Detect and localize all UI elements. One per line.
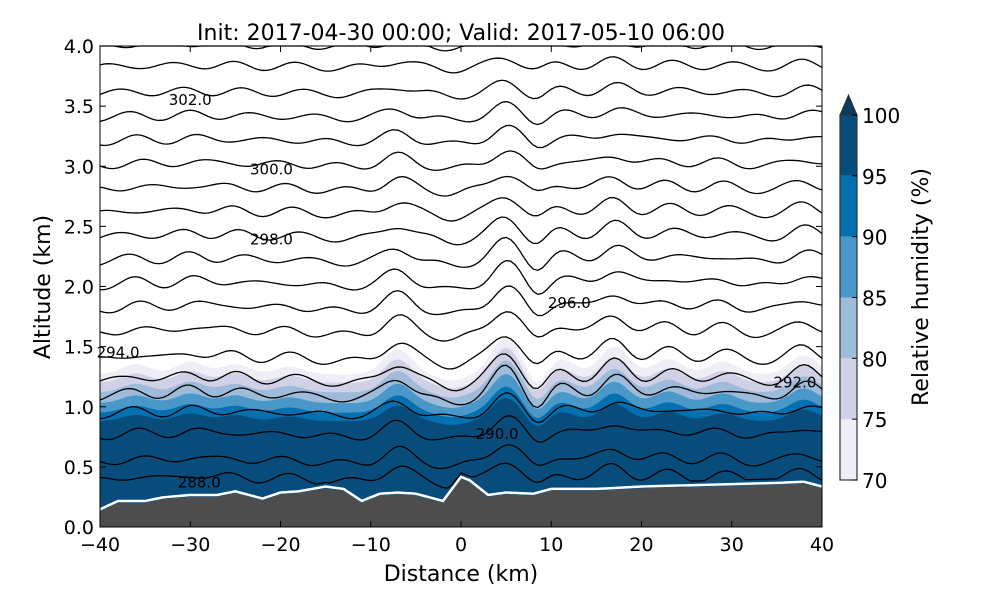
contour-label: 298.0: [250, 230, 293, 248]
colorbar-tick-label: 80: [862, 347, 887, 371]
rh-band-95-100: [100, 397, 822, 512]
colorbar-tick-label: 95: [862, 165, 887, 189]
x-tick-label: 20: [629, 534, 653, 556]
isentrope-line: [99, 56, 823, 74]
colorbar-segment-75: [840, 358, 857, 420]
isentrope-line: [99, 364, 823, 409]
colorbar-extend-arrow: [839, 93, 858, 116]
colorbar-tick-label: 70: [862, 469, 887, 493]
isentrope-line: [99, 311, 823, 342]
y-tick-label: 4.0: [64, 36, 94, 58]
y-tick-label: 2.5: [64, 216, 94, 238]
isentrope-line: [99, 79, 823, 100]
isentrope-line: [99, 392, 823, 424]
contour-label: 296.0: [548, 294, 591, 312]
isentrope-line: [99, 236, 823, 272]
x-tick-label: 30: [720, 534, 744, 556]
terrain-fill: [100, 478, 822, 527]
isentropes: [99, 45, 823, 489]
isentrope-line: [99, 462, 823, 489]
x-tick-label: 40: [810, 534, 834, 556]
x-tick-label: −30: [170, 534, 210, 556]
isentrope-line: [99, 196, 823, 222]
contour-labels: 288.0 290.0 292.0 294.0 296.0 298.0 300.0 302.0: [97, 91, 817, 491]
y-tick-label: 0.0: [64, 517, 94, 539]
isentrope-line: [99, 336, 823, 370]
colorbar-tick-label: 100: [862, 104, 900, 128]
contour-label: 288.0: [178, 473, 221, 491]
x-tick-label: 10: [539, 534, 563, 556]
x-tick-label: −20: [260, 534, 300, 556]
isentrope-line: [99, 124, 823, 149]
y-tick-label: 0.5: [64, 457, 94, 479]
isentrope-line: [99, 100, 823, 126]
isentrope-line: [99, 415, 823, 443]
colorbar-segment-80: [840, 297, 857, 359]
contour-label: 292.0: [773, 373, 816, 391]
y-tick-label: 3.5: [64, 96, 94, 118]
x-tick-label: 0: [455, 534, 467, 556]
y-tick-label: 3.0: [64, 156, 94, 178]
y-axis-label: Altitude (km): [31, 215, 56, 359]
terrain-edge: [99, 475, 823, 511]
x-tick-label: −40: [80, 534, 120, 556]
colorbar-tick-label: 85: [862, 287, 887, 311]
x-tick-label: −10: [351, 534, 391, 556]
colorbar: 70 75 80 85 90 95 100: [839, 93, 900, 493]
colorbar-tick-label: 75: [862, 408, 887, 432]
isentrope-line: [99, 353, 823, 392]
isentrope-line: [99, 150, 823, 171]
y-tick-label: 2.0: [64, 277, 94, 299]
axes: −40 −30 −20 −10 0 10 20 30 40 0.0 0.5 1.0 1.5 2.0 2.5 3…: [64, 36, 834, 556]
y-tick-label: 1.0: [64, 397, 94, 419]
isentrope-line: [99, 259, 823, 295]
colorbar-tick-label: 90: [862, 226, 887, 250]
isentrope-line: [99, 175, 823, 197]
contour-label: 302.0: [169, 91, 212, 109]
contour-label: 290.0: [476, 425, 519, 443]
humidity-field: [100, 336, 822, 512]
y-tick-label: 1.5: [64, 337, 94, 359]
colorbar-segment-85: [840, 236, 857, 298]
colorbar-label: Relative humidity (%): [909, 168, 934, 406]
colorbar-segment-70: [840, 419, 857, 480]
isentrope-line: [99, 216, 823, 246]
x-axis-label: Distance (km): [384, 562, 539, 587]
contour-label: 294.0: [97, 343, 140, 361]
terrain: [99, 475, 823, 527]
colorbar-segment-95: [840, 115, 857, 176]
contour-label: 300.0: [250, 161, 293, 179]
chart-title: Init: 2017-04-30 00:00; Valid: 2017-05-1…: [197, 21, 725, 46]
isentrope-line: [99, 285, 823, 317]
colorbar-segment-90: [840, 175, 857, 237]
isentrope-line: [99, 444, 823, 470]
